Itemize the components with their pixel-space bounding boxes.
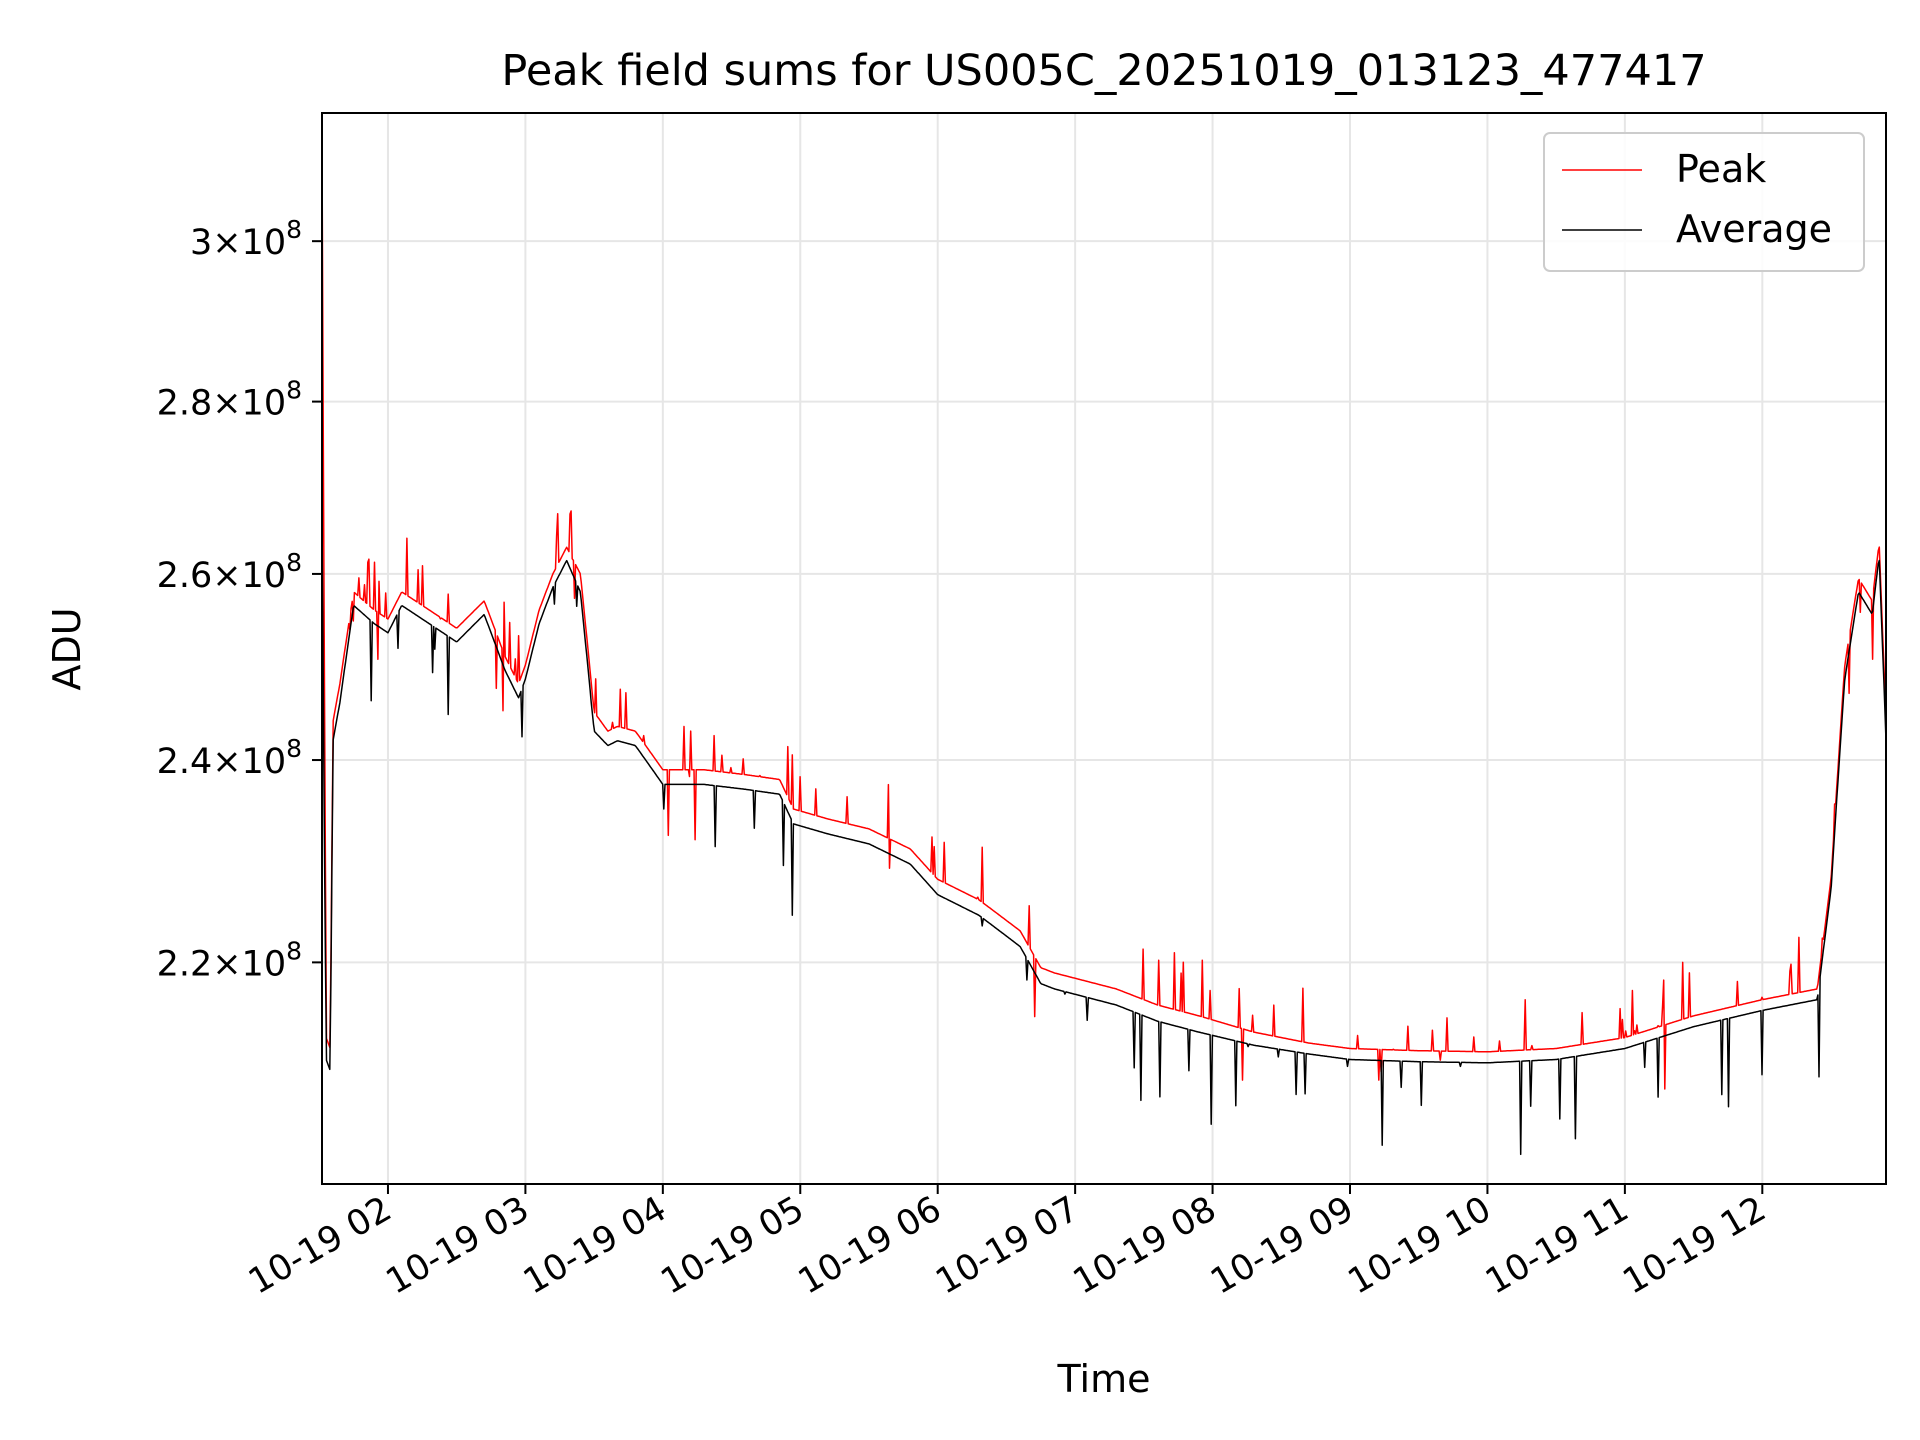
chart-title: Peak field sums for US005C_20251019_0131… [501, 46, 1706, 96]
legend-box [1543, 132, 1865, 272]
plot-frame [321, 112, 1887, 1185]
y-tick-label: 2.8×108 [157, 376, 302, 424]
y-tick-label: 2.2×108 [157, 936, 302, 984]
series-layer [322, 144, 1886, 1156]
legend-average-label: Average [1676, 207, 1832, 251]
legend: Peak Average [1543, 132, 1865, 272]
legend-peak-label: Peak [1676, 147, 1766, 191]
x-axis-label: Time [1057, 1357, 1151, 1401]
series-line-peak [322, 144, 1886, 1090]
y-tick-label: 2.6×108 [157, 548, 302, 596]
grid [322, 113, 1886, 1184]
y-tick-label: 2.4×108 [157, 734, 302, 782]
y-tick-label: 3×108 [190, 215, 302, 263]
y-axis-label: ADU [45, 607, 89, 690]
series-line-average [322, 514, 1886, 1156]
